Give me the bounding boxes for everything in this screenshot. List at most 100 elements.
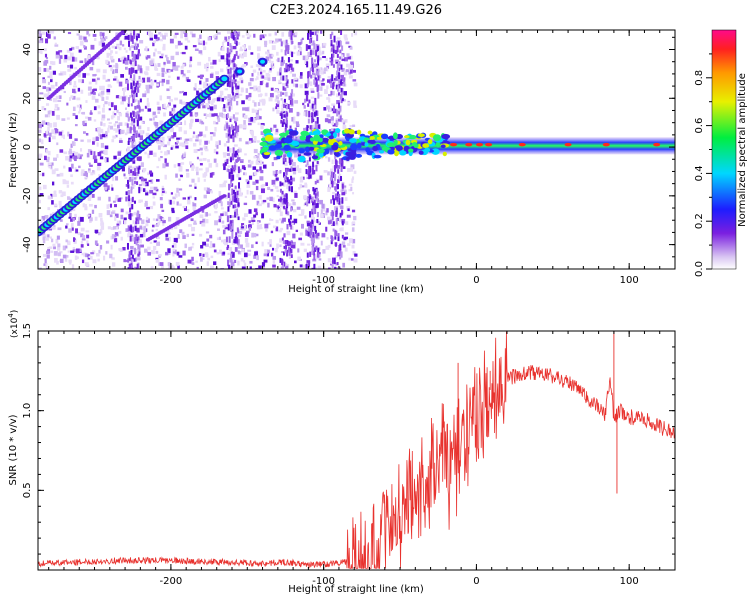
heatmap-cell	[315, 44, 318, 51]
heatmap-cell	[138, 244, 141, 252]
heatmap-cell	[272, 76, 276, 82]
heatmap-cell	[166, 232, 171, 235]
heatmap-cell	[199, 40, 203, 44]
heatmap-cell	[267, 52, 271, 57]
heatmap-cell	[126, 83, 129, 91]
heatmap-cell	[255, 212, 258, 216]
heatmap-cell	[123, 87, 127, 91]
heatmap-cell	[297, 43, 301, 48]
heatmap-cell	[213, 120, 216, 125]
heatmap-cell	[66, 255, 69, 258]
heatmap-cell	[418, 150, 424, 155]
heatmap-cell	[218, 215, 222, 220]
heatmap-cell	[147, 108, 152, 112]
heatmap-cell	[236, 237, 239, 244]
heatmap-cell	[232, 153, 235, 161]
heatmap-cell	[223, 180, 228, 183]
heatmap-cell	[134, 54, 139, 60]
colorbar-tick-label: 0.2	[694, 213, 705, 229]
heatmap-cell	[305, 94, 308, 102]
heatmap-cell	[131, 116, 134, 122]
heatmap-cell	[300, 177, 303, 182]
heatmap-cell	[161, 53, 164, 57]
heatmap-cell	[328, 267, 331, 269]
heatmap-cell	[136, 156, 140, 161]
heatmap-cell	[71, 163, 74, 169]
heatmap-cell	[283, 205, 286, 210]
y-tick-label: 0.5	[22, 482, 33, 498]
heatmap-cell	[323, 71, 326, 74]
heatmap-cell	[62, 245, 66, 251]
heatmap-cell	[317, 247, 320, 255]
heatmap-cell	[94, 216, 98, 221]
heatmap-cell	[290, 207, 293, 212]
x-tick-label: 0	[473, 275, 479, 286]
heatmap-cell	[68, 228, 72, 233]
heatmap-cell	[179, 229, 183, 233]
heatmap-cell	[161, 266, 164, 269]
heatmap-cell	[248, 45, 252, 50]
heatmap-cell	[172, 145, 175, 150]
heatmap-cell	[50, 193, 53, 197]
heatmap-cell	[272, 264, 276, 268]
heatmap-cell	[224, 124, 227, 129]
heatmap-cell	[245, 107, 249, 112]
heatmap-cell	[319, 175, 323, 181]
heatmap-cell	[281, 190, 284, 195]
heatmap-cell	[114, 216, 117, 221]
heatmap-cell	[86, 31, 89, 35]
heatmap-cell	[287, 104, 290, 110]
heatmap-cell	[223, 143, 227, 147]
heatmap-cell	[298, 213, 303, 217]
heatmap-cell	[324, 155, 328, 159]
heatmap-cell	[279, 188, 282, 193]
heatmap-cell	[209, 112, 212, 118]
heatmap-cell	[97, 258, 100, 262]
heatmap-cell	[80, 216, 84, 222]
heatmap-cell	[45, 149, 49, 154]
heatmap-cell	[338, 203, 343, 208]
heatmap-cell	[132, 111, 135, 118]
heatmap-cell	[253, 232, 257, 238]
heatmap-cell	[92, 259, 97, 264]
heatmap-cell	[72, 206, 76, 212]
heatmap-cell	[275, 103, 280, 108]
heatmap-cell	[278, 79, 281, 83]
heatmap-cell	[95, 79, 98, 85]
heatmap-cell	[260, 188, 265, 194]
heatmap-cell	[243, 202, 248, 206]
heatmap-cell	[333, 151, 340, 157]
heatmap-cell	[313, 79, 316, 85]
heatmap-cell	[280, 97, 283, 101]
heatmap-cell	[267, 77, 271, 81]
heatmap-cell	[154, 67, 159, 71]
heatmap-cell	[223, 114, 227, 119]
heatmap-cell	[205, 243, 209, 247]
heatmap-cell	[231, 82, 234, 87]
heatmap-cell	[352, 192, 355, 195]
heatmap-cell	[229, 43, 232, 48]
heatmap-cell	[297, 248, 300, 253]
heatmap-cell	[75, 115, 78, 120]
heatmap-cell	[257, 158, 261, 161]
heatmap-cell	[333, 78, 337, 81]
heatmap-cell	[313, 169, 316, 175]
heatmap-cell	[157, 214, 161, 219]
snr-xlabel: Height of straight line (km)	[288, 584, 424, 595]
heatmap-cell	[80, 171, 84, 176]
heatmap-cell	[59, 205, 63, 209]
heatmap-cell	[124, 122, 129, 126]
heatmap-cell	[205, 254, 209, 258]
heatmap-cell	[123, 259, 127, 263]
heatmap-cell	[314, 77, 317, 81]
heatmap-cell	[124, 95, 128, 100]
heatmap-cell	[298, 46, 303, 52]
heatmap-cell	[231, 267, 236, 269]
heatmap-cell	[147, 246, 151, 251]
heatmap-cell	[92, 141, 95, 145]
heatmap-cell	[52, 98, 57, 103]
heatmap-cell	[329, 76, 333, 81]
heatmap-cell	[342, 98, 346, 102]
heatmap-cell	[307, 71, 310, 79]
heatmap-cell	[316, 161, 319, 165]
